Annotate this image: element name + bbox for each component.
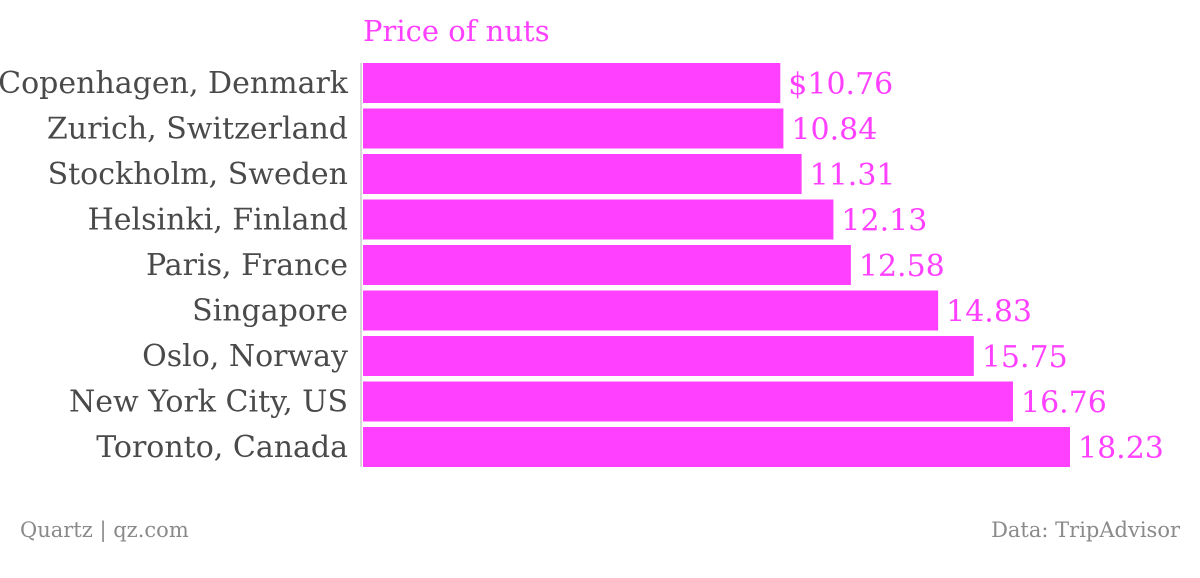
value-label: 14.83 — [946, 295, 1032, 330]
category-label: Helsinki, Finland — [88, 203, 348, 238]
category-label: Stockholm, Sweden — [48, 157, 348, 192]
value-label: $10.76 — [788, 67, 893, 102]
chart-title: Price of nuts — [363, 14, 550, 48]
bar — [363, 290, 939, 331]
value-label: 15.75 — [982, 340, 1068, 375]
bar — [363, 199, 834, 240]
category-label: Oslo, Norway — [142, 339, 348, 374]
bar — [363, 245, 851, 285]
value-label: 10.84 — [791, 113, 877, 148]
category-label: Copenhagen, Denmark — [0, 66, 349, 101]
value-label: 12.13 — [841, 204, 927, 239]
bar — [363, 154, 802, 194]
bar — [363, 381, 1013, 422]
source-credit: Quartz | qz.com — [20, 518, 189, 543]
value-label: 18.23 — [1078, 431, 1164, 466]
value-label: 11.31 — [810, 158, 896, 193]
bar — [363, 63, 781, 103]
category-label: Toronto, Canada — [96, 430, 348, 465]
bar — [363, 427, 1070, 467]
data-source: Data: TripAdvisor — [991, 518, 1181, 542]
bars — [363, 63, 1070, 467]
category-label: Zurich, Switzerland — [47, 112, 348, 147]
bar — [363, 108, 784, 149]
value-label: 16.76 — [1021, 386, 1107, 421]
category-label: New York City, US — [69, 385, 348, 420]
bar — [363, 336, 974, 376]
category-label: Paris, France — [146, 248, 348, 283]
category-labels: Copenhagen, Denmark Zurich, Switzerland St… — [0, 66, 349, 465]
category-label: Singapore — [192, 294, 348, 329]
value-label: 12.58 — [859, 249, 945, 284]
